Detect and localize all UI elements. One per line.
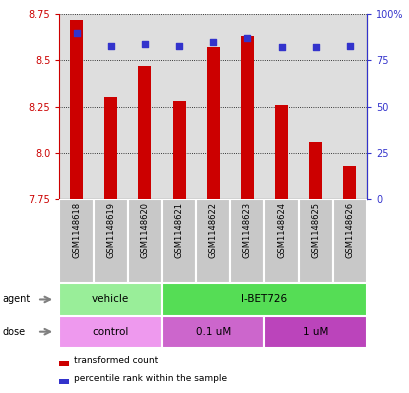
Text: GSM1148622: GSM1148622: [208, 202, 217, 258]
Bar: [274, 105, 287, 199]
Text: vehicle: vehicle: [92, 294, 129, 305]
Bar: [70, 20, 83, 199]
Point: [73, 29, 80, 36]
Bar: [196, 14, 230, 199]
Bar: [162, 199, 196, 283]
Text: GSM1148618: GSM1148618: [72, 202, 81, 258]
Text: GSM1148625: GSM1148625: [310, 202, 319, 258]
Text: agent: agent: [2, 294, 30, 305]
Point: [312, 44, 318, 51]
Bar: [59, 316, 162, 348]
Bar: [172, 101, 185, 199]
Text: transformed count: transformed count: [74, 356, 158, 365]
Text: dose: dose: [2, 327, 25, 337]
Text: percentile rank within the sample: percentile rank within the sample: [74, 375, 227, 383]
Text: GSM1148624: GSM1148624: [276, 202, 285, 258]
Bar: [93, 199, 128, 283]
Text: GSM1148620: GSM1148620: [140, 202, 149, 258]
Text: control: control: [92, 327, 128, 337]
Bar: [264, 316, 366, 348]
Bar: [342, 165, 355, 199]
Bar: [162, 14, 196, 199]
Bar: [206, 48, 219, 199]
Text: 0.1 uM: 0.1 uM: [195, 327, 230, 337]
Bar: [332, 14, 366, 199]
Bar: [128, 14, 162, 199]
Bar: [240, 36, 253, 199]
Bar: [59, 199, 93, 283]
Text: GSM1148621: GSM1148621: [174, 202, 183, 258]
Bar: [138, 66, 151, 199]
Bar: [162, 316, 264, 348]
Bar: [298, 199, 332, 283]
Point: [141, 40, 148, 47]
Text: GSM1148623: GSM1148623: [242, 202, 251, 258]
Bar: [264, 199, 298, 283]
Point: [243, 35, 250, 41]
Bar: [104, 97, 117, 199]
Point: [278, 44, 284, 51]
Bar: [162, 283, 366, 316]
Text: GSM1148619: GSM1148619: [106, 202, 115, 258]
Bar: [196, 199, 230, 283]
Bar: [128, 199, 162, 283]
Bar: [93, 14, 128, 199]
Text: I-BET726: I-BET726: [241, 294, 287, 305]
Point: [346, 42, 352, 49]
Point: [209, 39, 216, 45]
Text: GSM1148626: GSM1148626: [344, 202, 353, 258]
Point: [107, 42, 114, 49]
Bar: [230, 199, 264, 283]
Bar: [332, 199, 366, 283]
Bar: [298, 14, 332, 199]
Bar: [59, 283, 162, 316]
Bar: [308, 141, 321, 199]
Bar: [59, 379, 69, 384]
Text: 1 uM: 1 uM: [302, 327, 328, 337]
Point: [175, 42, 182, 49]
Bar: [59, 14, 93, 199]
Bar: [230, 14, 264, 199]
Bar: [264, 14, 298, 199]
Bar: [59, 361, 69, 366]
